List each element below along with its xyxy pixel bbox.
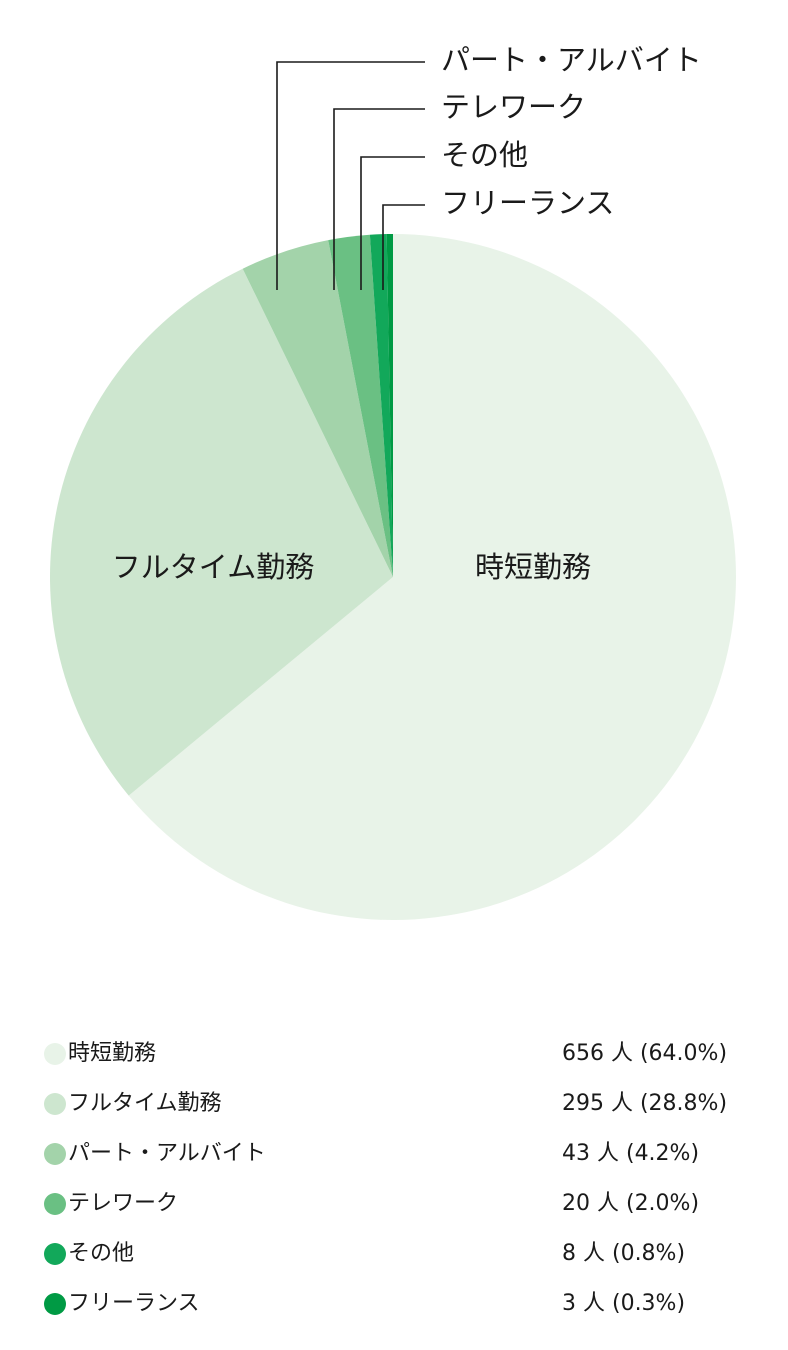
legend-count: 8 人 (0.8%) [562,1241,686,1266]
legend-item: テレワーク 20 人 (2.0%) [44,1186,744,1236]
slice-label-fulltime-kinmu: フルタイム勤務 [112,550,314,584]
leader-line-telework [333,108,425,290]
leader-line-sonota [360,156,425,290]
callout-label-telework: テレワーク [441,90,586,124]
legend-item: その他 8 人 (0.8%) [44,1236,744,1286]
pie-slices [49,234,736,920]
legend-label: その他 [68,1241,135,1266]
legend-item: フルタイム勤務 295 人 (28.8%) [44,1086,744,1136]
legend-count: 20 人 (2.0%) [562,1191,700,1216]
legend-item: 時短勤務 656 人 (64.0%) [44,1036,744,1086]
legend-count: 295 人 (28.8%) [562,1091,728,1116]
callout-leaders [276,61,425,290]
callout-label-sonota: その他 [441,138,528,172]
legend: 時短勤務 656 人 (64.0%) フルタイム勤務 295 人 (28.8%)… [44,1036,744,1336]
callout-label-freelance: フリーランス [441,186,614,220]
legend-count: 656 人 (64.0%) [562,1041,728,1066]
pie-slice-sonota [369,234,393,577]
legend-label: テレワーク [68,1191,179,1216]
legend-swatch [44,1143,66,1165]
legend-label: 時短勤務 [68,1041,157,1066]
legend-swatch [44,1093,66,1115]
callout-label-part-arubaito: パート・アルバイト [441,43,702,77]
legend-count: 43 人 (4.2%) [562,1141,700,1166]
legend-swatch [44,1293,66,1315]
legend-swatch [44,1043,66,1065]
slice-label-jitan-kinmu: 時短勤務 [475,550,591,584]
legend-label: フリーランス [68,1291,200,1316]
pie-slice-fulltime-kinmu [49,268,394,796]
pie-slice-freelance [386,234,393,577]
pie-slice-telework [328,234,393,577]
pie-slice-part-arubaito [242,240,393,578]
legend-label: パート・アルバイト [68,1141,266,1166]
legend-item: パート・アルバイト 43 人 (4.2%) [44,1136,744,1186]
leader-line-part-arubaito [276,61,425,290]
legend-swatch [44,1193,66,1215]
legend-label: フルタイム勤務 [68,1091,222,1116]
legend-count: 3 人 (0.3%) [562,1291,686,1316]
legend-item: フリーランス 3 人 (0.3%) [44,1286,744,1336]
leader-line-freelance [382,204,425,290]
pie-slice-jitan-kinmu [128,234,736,920]
legend-swatch [44,1243,66,1265]
